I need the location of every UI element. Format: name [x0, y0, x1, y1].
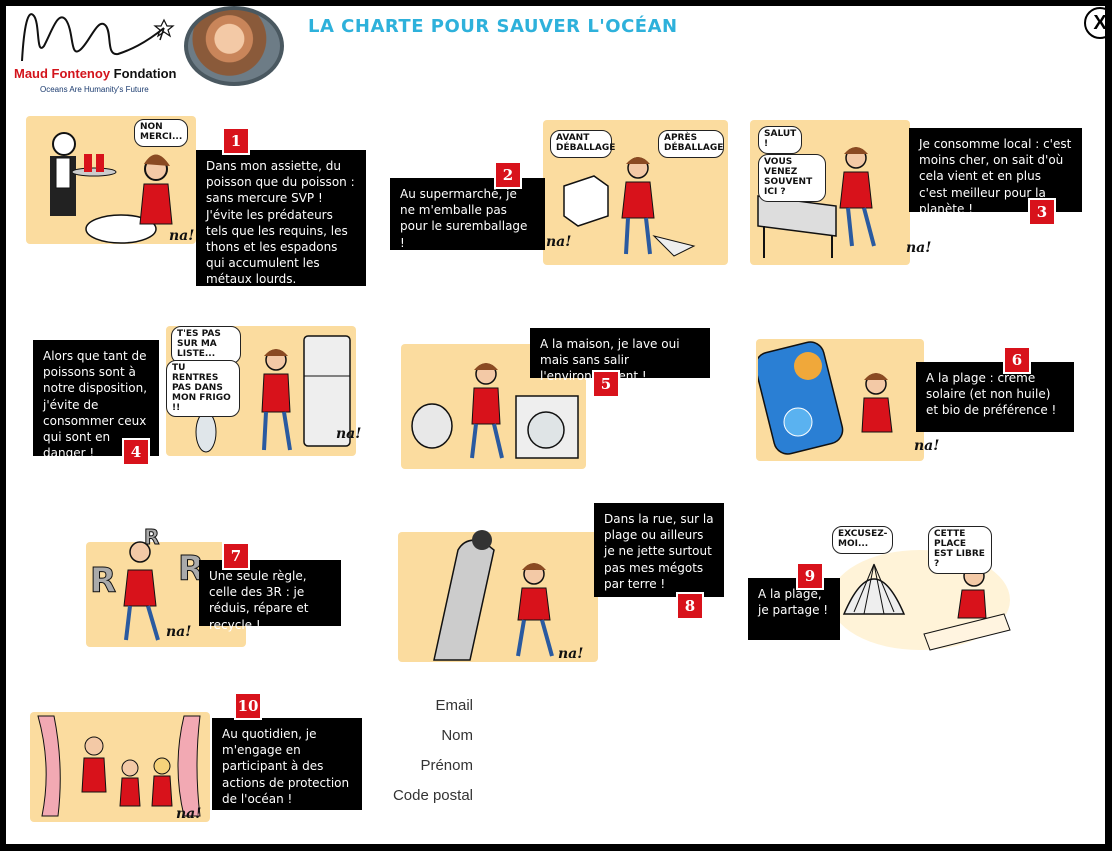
panel-10-number-badge: 10: [234, 692, 262, 720]
panel-1-speech-bubble: NON MERCI...: [134, 119, 189, 147]
close-button[interactable]: X: [1084, 7, 1105, 39]
panel-9-number-badge: 9: [796, 562, 824, 590]
panel-2-bubble-before: AVANT DÉBALLAGE: [550, 130, 615, 158]
family-curtains-illustration-icon: [37, 715, 201, 817]
panel-6-caption: A la plage : crème solaire (et non huile…: [916, 362, 1074, 432]
market-stall-illustration-icon: [757, 147, 876, 258]
sunscreen-illustration-icon: [758, 341, 893, 455]
wave-signature-icon: [21, 13, 175, 62]
fridge-illustration-icon: [195, 335, 351, 453]
artist-signature: na!: [166, 624, 192, 640]
panel-5-caption: A la maison, je lave oui mais sans salir…: [530, 328, 710, 383]
panel-1-number-badge: 1: [222, 127, 250, 155]
svg-text:R: R: [90, 561, 116, 601]
nom-label: Nom: [441, 727, 473, 744]
panel-5-number-badge: 5: [592, 370, 620, 398]
panel-2-bubble-after: APRÈS DÉBALLAGE: [658, 130, 724, 158]
panel-4-caption: Alors que tant de poissons sont à notre …: [33, 340, 159, 460]
page-title: LA CHARTE POUR SAUVER L'OCÉAN: [308, 16, 678, 37]
panel-6-number-badge: 6: [1003, 346, 1031, 374]
foundation-name: Maud Fontenoy Fondation: [14, 66, 177, 81]
code-postal-label: Code postal: [392, 787, 473, 804]
shopper-unboxing-illustration-icon: [563, 157, 696, 257]
panel-9-bubble-excuse: EXCUSEZ-MOI...: [832, 526, 894, 554]
artist-signature: na!: [914, 438, 940, 454]
artist-signature: na!: [336, 426, 362, 442]
panel-9-bubble-seat: CETTE PLACE EST LIBRE ?: [928, 526, 992, 574]
panel-9-caption: A la plage, je partage !: [748, 578, 840, 640]
artist-signature: na!: [558, 646, 584, 662]
cigarette-butt-illustration-icon: [433, 530, 554, 661]
panel-3-bubble-hello: SALUT !: [758, 126, 803, 154]
panel-10-caption: Au quotidien, je m'engage en participant…: [212, 718, 362, 810]
panel-4-bubble-list: T'ES PAS SUR MA LISTE...: [171, 326, 241, 364]
panel-3-caption: Je consomme local : c'est moins cher, on…: [909, 128, 1082, 216]
artist-signature: na!: [546, 234, 572, 250]
panel-8-scene: [398, 532, 598, 662]
founder-avatar: [184, 6, 284, 86]
panel-3-bubble-question: VOUS VENEZ SOUVENT ICI ?: [758, 154, 826, 202]
panel-4-bubble-fridge: TU RENTRES PAS DANS MON FRIGO !!: [166, 360, 240, 418]
email-label: Email: [435, 697, 473, 714]
waiter-illustration-icon: [50, 132, 173, 244]
artist-signature: na!: [169, 228, 195, 244]
panel-1-caption: Dans mon assiette, du poisson que du poi…: [196, 150, 366, 286]
panel-2-number-badge: 2: [494, 161, 522, 189]
recycle-3r-illustration-icon: R R R: [90, 525, 205, 641]
panel-7-number-badge: 7: [222, 542, 250, 570]
foundation-logo[interactable]: Maud Fontenoy Fondation Oceans Are Human…: [14, 6, 180, 101]
panel-2-caption: Au supermarché, je ne m'emballe pas pour…: [390, 178, 545, 250]
panel-8-caption: Dans la rue, sur la plage ou ailleurs je…: [594, 503, 724, 597]
artist-signature: na!: [906, 240, 932, 256]
panel-8-number-badge: 8: [676, 592, 704, 620]
panel-3-number-badge: 3: [1028, 198, 1056, 226]
panel-4-number-badge: 4: [122, 438, 150, 466]
charter-modal: Maud Fontenoy Fondation Oceans Are Human…: [6, 6, 1105, 844]
washing-machine-illustration-icon: [411, 363, 579, 459]
foundation-tagline: Oceans Are Humanity's Future: [40, 85, 149, 94]
prenom-label: Prénom: [420, 757, 473, 774]
panel-7-caption: Une seule règle, celle des 3R : je rédui…: [199, 560, 341, 632]
artist-signature: na!: [176, 806, 202, 822]
svg-text:R: R: [144, 525, 159, 549]
